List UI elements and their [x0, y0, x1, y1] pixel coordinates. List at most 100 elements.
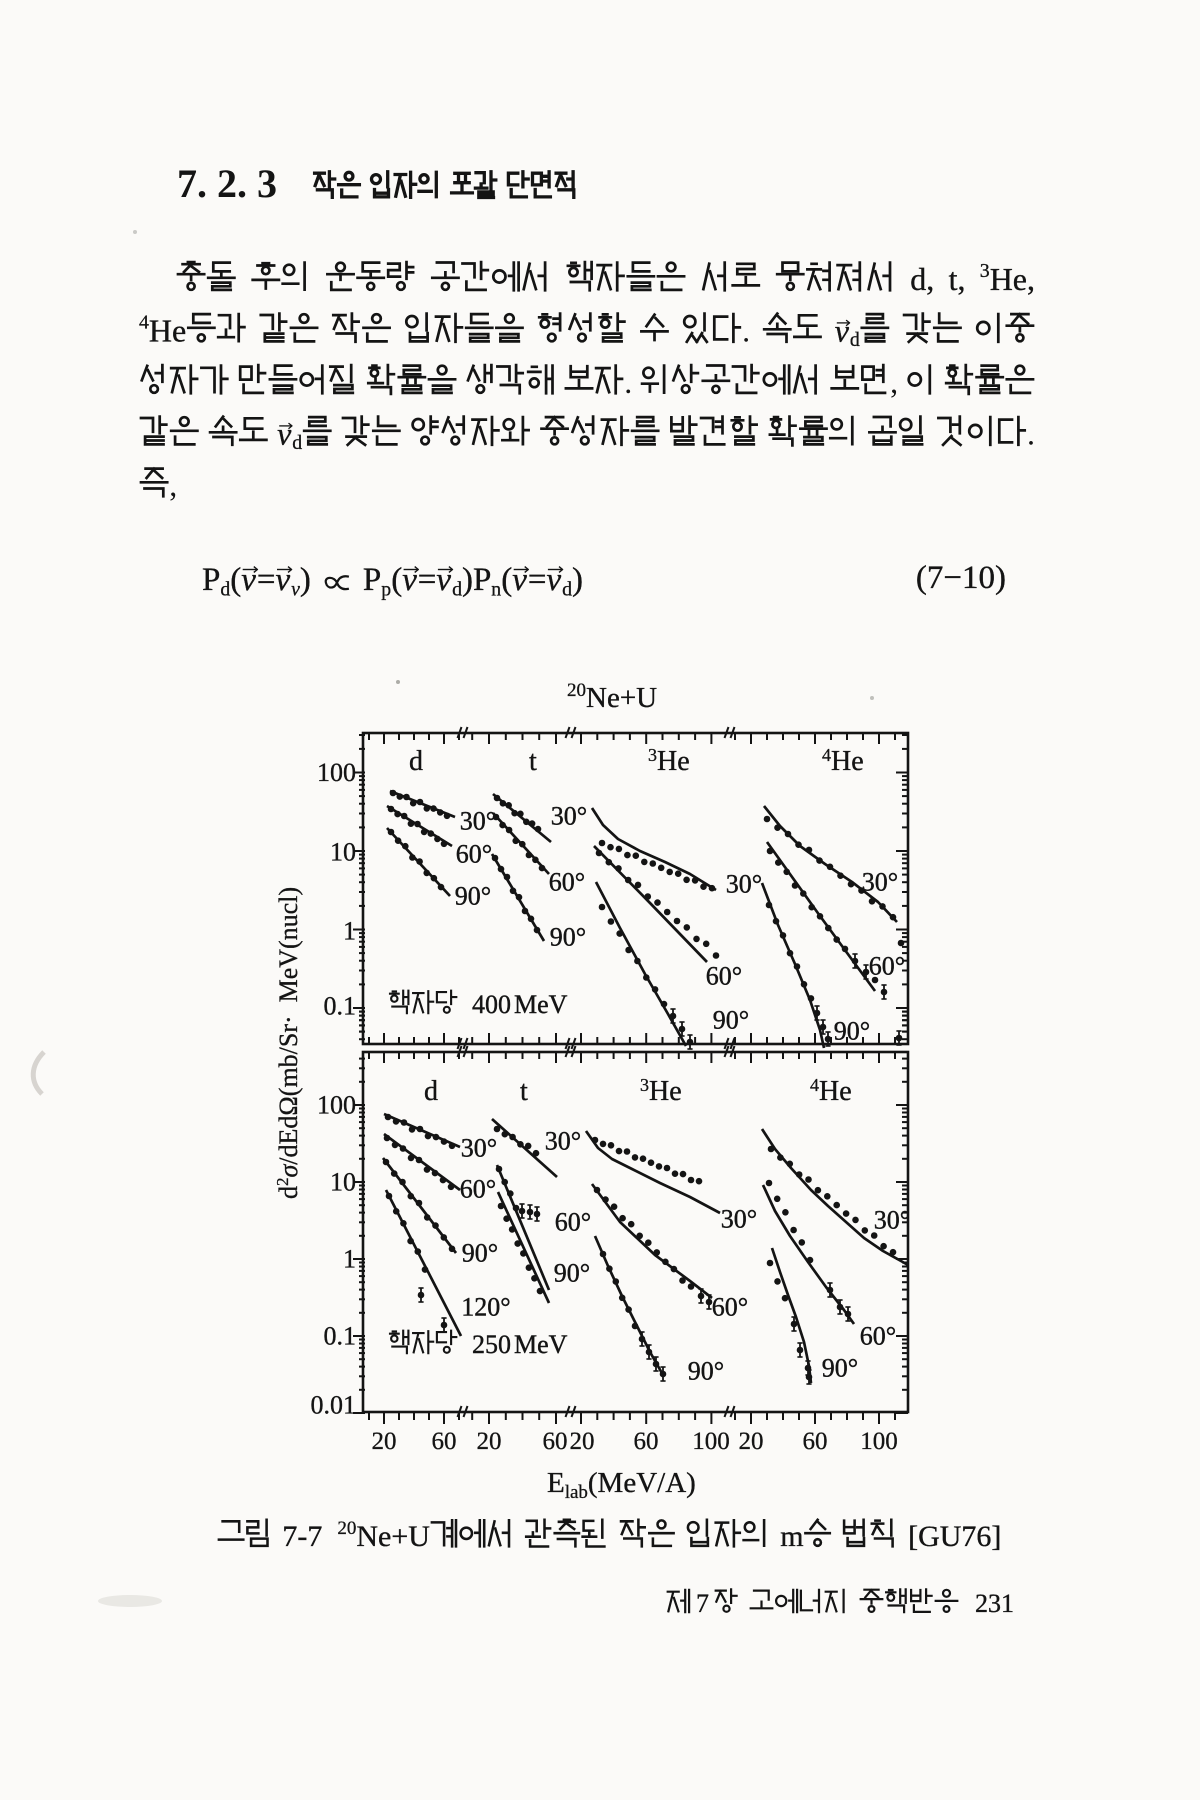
svg-text:30°: 30°	[461, 1134, 497, 1163]
svg-text:4: 4	[139, 312, 149, 334]
svg-text:100: 100	[317, 758, 356, 787]
svg-text:30°: 30°	[874, 1206, 910, 1235]
svg-text:90°: 90°	[834, 1017, 870, 1046]
svg-text:,: ,	[890, 364, 898, 400]
svg-text:60: 60	[432, 1428, 457, 1455]
svg-text:He: He	[149, 313, 186, 349]
svg-text:30°: 30°	[460, 807, 496, 836]
svg-text:3: 3	[640, 1075, 649, 1095]
svg-text:He: He	[649, 1076, 682, 1107]
svg-text:t: t	[520, 1076, 528, 1107]
svg-text:He: He	[657, 746, 690, 777]
svg-text:P: P	[202, 562, 220, 598]
svg-text:60°: 60°	[549, 868, 585, 897]
svg-text:d: d	[274, 1186, 303, 1199]
svg-text:v: v	[277, 416, 292, 452]
svg-text:MeV: MeV	[514, 990, 568, 1019]
svg-text:90°: 90°	[550, 923, 586, 952]
svg-text:60: 60	[634, 1428, 659, 1455]
svg-text:d: d	[409, 746, 423, 777]
svg-text:7-7: 7-7	[282, 1520, 322, 1553]
svg-text:/dEd: /dEd	[274, 1116, 303, 1165]
svg-text:4: 4	[822, 745, 831, 765]
svg-text:Ne+U: Ne+U	[356, 1520, 430, 1553]
svg-text:Ω: Ω	[274, 1096, 303, 1115]
svg-text:): )	[462, 562, 473, 598]
svg-text:): )	[300, 562, 311, 598]
svg-text:20: 20	[570, 1428, 595, 1455]
svg-text:30°: 30°	[551, 802, 587, 831]
svg-text:He: He	[831, 746, 864, 777]
svg-text:90°: 90°	[554, 1259, 590, 1288]
svg-text:n: n	[491, 578, 501, 600]
svg-text:He,: He,	[990, 261, 1035, 297]
svg-text:30°: 30°	[862, 868, 898, 897]
svg-text:t: t	[529, 746, 537, 777]
svg-text:m: m	[780, 1520, 803, 1553]
svg-text:3: 3	[980, 260, 990, 282]
svg-text:4: 4	[810, 1075, 819, 1095]
svg-text:3: 3	[648, 745, 657, 765]
svg-text:90°: 90°	[822, 1354, 858, 1383]
svg-text:,: ,	[169, 467, 177, 503]
svg-text:=: =	[257, 562, 276, 598]
svg-text:20: 20	[739, 1428, 764, 1455]
svg-text:7. 2. 3: 7. 2. 3	[177, 161, 277, 206]
svg-text:250: 250	[472, 1330, 511, 1359]
svg-text:60°: 60°	[712, 1293, 748, 1322]
svg-text:20: 20	[372, 1428, 397, 1455]
svg-text:(7−10): (7−10)	[916, 560, 1006, 596]
svg-text:(: (	[391, 562, 402, 598]
svg-text:7: 7	[696, 1589, 709, 1618]
svg-text:·: ·	[274, 1015, 303, 1024]
svg-text:σ: σ	[274, 1164, 303, 1178]
svg-text:30°: 30°	[545, 1127, 581, 1156]
svg-text:E: E	[547, 1467, 565, 1499]
svg-text:120°: 120°	[461, 1293, 510, 1322]
svg-text:lab: lab	[565, 1482, 588, 1503]
svg-text:MeV: MeV	[514, 1330, 568, 1359]
svg-text:0.1: 0.1	[324, 992, 357, 1021]
svg-text:Ne+U: Ne+U	[586, 682, 657, 714]
svg-text:400: 400	[472, 990, 511, 1019]
svg-text:60°: 60°	[555, 1208, 591, 1237]
svg-text:t,: t,	[949, 261, 966, 297]
svg-text:[GU76]: [GU76]	[908, 1520, 1001, 1553]
svg-text:v: v	[512, 562, 527, 598]
svg-text:v: v	[835, 313, 850, 349]
svg-text:0.01: 0.01	[311, 1391, 357, 1420]
svg-text:60: 60	[803, 1428, 828, 1455]
svg-text:1: 1	[343, 917, 356, 946]
svg-text:30°: 30°	[721, 1205, 757, 1234]
svg-text:P: P	[473, 562, 491, 598]
svg-text:): )	[572, 562, 583, 598]
svg-text:v: v	[547, 562, 562, 598]
svg-text:30°: 30°	[726, 870, 762, 899]
svg-text:60°: 60°	[456, 840, 492, 869]
svg-text:d: d	[562, 578, 572, 600]
svg-text:0.1: 0.1	[324, 1322, 357, 1351]
svg-text:d: d	[424, 1076, 438, 1107]
svg-text:90°: 90°	[455, 882, 491, 911]
svg-text:100: 100	[317, 1091, 356, 1120]
svg-text:90°: 90°	[688, 1357, 724, 1386]
svg-text:v: v	[241, 562, 256, 598]
svg-text:P: P	[363, 562, 381, 598]
svg-text:20: 20	[477, 1428, 502, 1455]
svg-text:(: (	[230, 562, 241, 598]
svg-text:d,: d,	[910, 261, 934, 297]
svg-text:60: 60	[543, 1428, 568, 1455]
svg-text:60°: 60°	[869, 952, 905, 981]
svg-text:(MeV/A): (MeV/A)	[588, 1467, 696, 1499]
svg-text:100: 100	[692, 1428, 730, 1455]
svg-text:=: =	[528, 562, 547, 598]
svg-text:p: p	[381, 578, 391, 600]
svg-text:60°: 60°	[860, 1322, 896, 1351]
svg-text:.: .	[624, 364, 632, 400]
svg-text:1: 1	[343, 1245, 356, 1274]
svg-text:60°: 60°	[460, 1175, 496, 1204]
svg-text:100: 100	[860, 1428, 898, 1455]
svg-text:MeV(nucl): MeV(nucl)	[274, 887, 303, 1003]
svg-text:v: v	[291, 578, 300, 600]
svg-text:.: .	[742, 313, 750, 349]
